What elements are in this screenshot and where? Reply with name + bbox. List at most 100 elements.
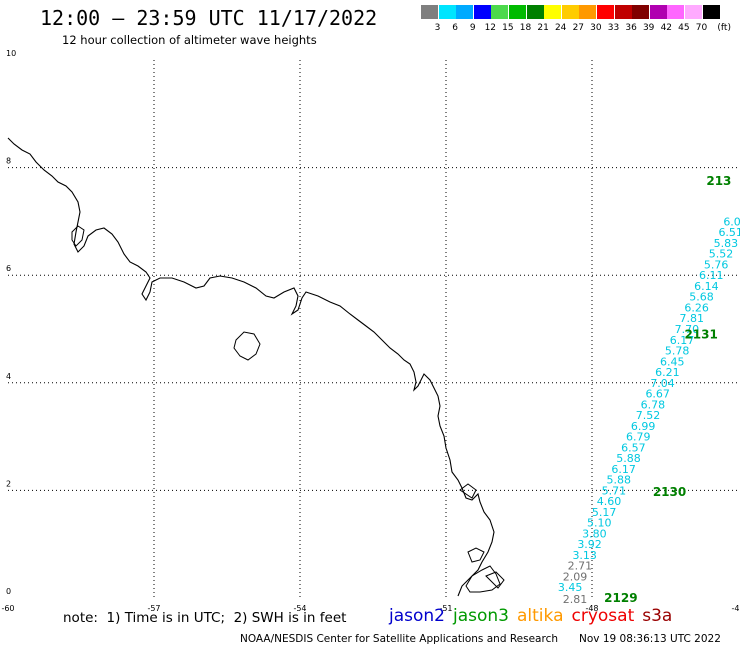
legend-swatch	[702, 5, 720, 19]
legend-swatch	[685, 5, 702, 19]
track-time-label: 2129	[604, 591, 637, 605]
lat-tick-label: 10	[6, 49, 16, 58]
swh-value: 5.76	[704, 258, 729, 271]
lat-tick-label: 6	[6, 264, 11, 273]
legend-label: 15	[502, 23, 514, 33]
small-lake	[71, 225, 85, 247]
lon-tick-label: -51	[439, 604, 452, 613]
satellite-key: jason2 jason3 altika cryosat s3a	[389, 606, 680, 626]
legend-unit: (ft)	[717, 23, 731, 33]
swh-value: 7.52	[636, 409, 661, 422]
legend-label: 33	[607, 23, 620, 33]
swh-value: 2.09	[563, 570, 588, 583]
legend-label: 70	[695, 23, 708, 33]
track-time-label: 213	[706, 174, 731, 188]
swh-value: 7.70	[675, 323, 700, 336]
swh-value: 5.88	[607, 474, 632, 487]
track-time-labels: 2129 2130 2131 213	[604, 174, 731, 605]
legend-label: 42	[660, 23, 673, 33]
swh-value: 5.78	[665, 345, 690, 358]
swh-value: 6.21	[655, 366, 680, 379]
swh-value: 5.17	[592, 506, 617, 519]
swh-value: 3.13	[572, 549, 597, 562]
swh-value: 6.26	[684, 301, 709, 314]
swh-value: 2.81	[563, 593, 588, 606]
legend-label: 9	[469, 23, 476, 33]
swh-value: 5.71	[602, 484, 627, 497]
legend-swatch	[509, 5, 526, 19]
generated-timestamp: Nov 19 08:36:13 UTC 2022	[579, 633, 721, 645]
legend-swatch	[473, 5, 491, 19]
legend-swatch	[456, 5, 474, 19]
swh-value: 5.10	[587, 517, 612, 530]
legend-swatch	[544, 5, 562, 19]
swh-value: 6.17	[670, 334, 695, 347]
swh-value: 6.78	[641, 398, 666, 411]
amazon-mouth-islands	[467, 547, 505, 589]
legend-swatch	[561, 5, 579, 19]
legend-swatch	[649, 5, 667, 19]
lat-tick-label: 0	[6, 587, 11, 596]
swh-value: 5.88	[616, 452, 641, 465]
swh-value: 6.45	[660, 355, 685, 368]
legend-label: 39	[642, 23, 655, 33]
legend-swatch	[579, 5, 597, 19]
units-note: note: 1) Time is in UTC; 2) SWH is in fe…	[63, 610, 347, 626]
legend-label: 45	[678, 23, 690, 33]
lon-tick-label: -45	[731, 604, 740, 613]
chart-subtitle: 12 hour collection of altimeter wave hei…	[62, 33, 317, 47]
track-time-label: 2131	[684, 327, 717, 341]
swh-value: 6.99	[631, 420, 656, 433]
lon-tick-label: -48	[585, 604, 598, 613]
swh-value: 7.04	[650, 377, 675, 390]
swh-value: 5.68	[689, 291, 714, 304]
lat-tick-label: 8	[6, 157, 11, 166]
swh-value: 6.79	[626, 431, 651, 444]
legend-label: 36	[625, 23, 637, 33]
legend-label: 12	[484, 23, 497, 33]
legend-label: 27	[572, 23, 585, 33]
axis-labels: -60 -57 -54 -51 -48 -45 0 2 4 6 8 10	[1, 49, 740, 613]
satellite-altika: altika	[517, 606, 564, 626]
lat-tick-label: 4	[6, 372, 11, 381]
legend-label: 24	[554, 23, 567, 33]
satellite-jason2: jason2	[389, 606, 445, 626]
legend-swatch	[614, 5, 632, 19]
lake-island	[233, 331, 261, 361]
legend-label: 3	[434, 23, 441, 33]
swh-value: 5.83	[714, 237, 739, 250]
river-inlet	[459, 483, 477, 499]
satellite-jason3: jason3	[453, 606, 509, 626]
swh-value: 3.92	[577, 538, 602, 551]
wave-height-observations: 2.813.452.092.713.133.923.805.105.174.60…	[558, 215, 740, 606]
marajo-island	[465, 565, 501, 593]
legend-swatch	[526, 5, 544, 19]
swh-value: 4.60	[597, 495, 622, 508]
swh-value: 6.57	[621, 441, 646, 454]
legend-swatch	[421, 5, 438, 19]
swh-value: 6.01	[723, 215, 740, 228]
legend-swatch	[491, 5, 509, 19]
legend-swatch	[438, 5, 456, 19]
legend-label: 21	[537, 23, 549, 33]
swh-value: 6.17	[611, 463, 636, 476]
legend-swatch	[597, 5, 614, 19]
swh-value: 6.67	[645, 388, 670, 401]
chart-title: 12:00 – 23:59 UTC 11/17/2022	[40, 6, 378, 30]
satellite-cryosat: cryosat	[571, 606, 635, 626]
swh-value: 6.51	[718, 226, 740, 239]
swh-value: 6.11	[699, 269, 724, 282]
source-credit: NOAA/NESDIS Center for Satellite Applica…	[240, 633, 558, 645]
legend-label: 6	[452, 23, 458, 33]
graticule	[8, 60, 738, 598]
legend-swatch	[667, 5, 685, 19]
lon-tick-label: -57	[147, 604, 160, 613]
lon-tick-label: -54	[293, 604, 306, 613]
legend-label: 18	[519, 23, 532, 33]
lon-tick-label: -60	[1, 604, 14, 613]
swh-value: 2.71	[568, 560, 593, 573]
legend-swatch	[632, 5, 650, 19]
lat-tick-label: 2	[6, 479, 11, 488]
swh-value: 7.81	[680, 312, 705, 325]
